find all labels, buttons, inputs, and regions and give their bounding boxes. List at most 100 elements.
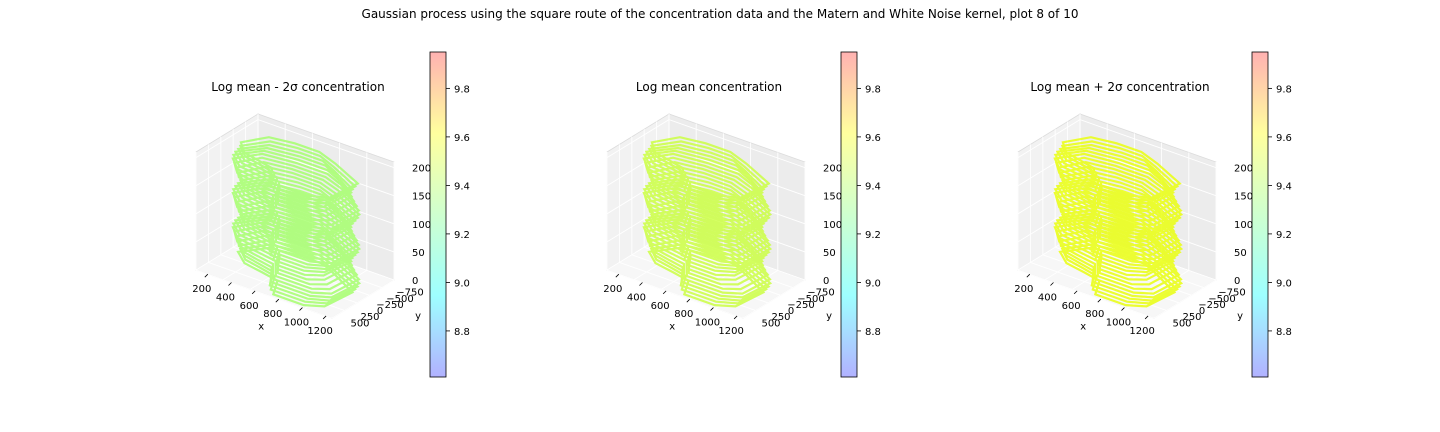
grid-line-z <box>1017 119 1217 169</box>
surface-ring <box>236 246 355 308</box>
colorbar-bar <box>840 51 858 378</box>
z-tick-label: 200 <box>1234 164 1253 175</box>
y-tick-label: 500 <box>1172 318 1191 329</box>
y-tick-label: −250 <box>376 300 403 311</box>
surface-ring <box>1053 183 1176 247</box>
surface-ring <box>236 178 355 239</box>
surface-ring <box>1060 208 1179 271</box>
x-tick-label: 1000 <box>284 318 309 329</box>
surface-ring <box>231 218 354 281</box>
surface-ring <box>1053 152 1178 217</box>
colorbar-tick-label: 9.6 <box>454 133 470 144</box>
surface-ring <box>642 149 765 213</box>
y-tick-label: −500 <box>1208 294 1235 305</box>
surface-ring <box>642 183 765 247</box>
surface-ring <box>235 195 361 261</box>
y-tick-label: 0 <box>788 306 794 317</box>
colorbar-bar <box>1251 51 1269 378</box>
surface-ring <box>647 212 766 274</box>
colorbar-tick-label: 9.2 <box>1276 230 1292 241</box>
surface-ring <box>644 215 764 277</box>
surface-ring <box>642 187 767 252</box>
y-tick-label: 500 <box>761 318 780 329</box>
x-tick-mark <box>686 298 691 303</box>
surface-ring <box>233 215 353 277</box>
colorbar-tick-label: 9.6 <box>1276 133 1292 144</box>
x-tick-label: 1000 <box>1106 318 1131 329</box>
surface-ring <box>1060 200 1184 265</box>
surface-ring <box>1060 174 1180 236</box>
y-tick-label: −750 <box>1218 288 1245 299</box>
x-tick-label: 1200 <box>718 326 743 337</box>
surface-ring <box>1055 146 1175 209</box>
data-surface <box>1053 136 1184 308</box>
colorbar: 8.8 9.0 9.2 9.4 9.6 9.8 <box>1251 51 1292 378</box>
y-tick-label: 0 <box>1199 306 1205 317</box>
y-tick-label: 500 <box>350 318 369 329</box>
x-tick-label: 600 <box>1062 301 1081 312</box>
colorbar-tick-label: 9.6 <box>865 133 881 144</box>
surface-ring <box>1054 190 1181 256</box>
surface-ring <box>1053 218 1176 281</box>
subplot-title: Log mean concentration <box>636 80 782 94</box>
surface-ring <box>649 234 773 299</box>
subplot-3: Log mean + 2σ concentration2004006008001… <box>1014 51 1292 378</box>
z-tick-label: 150 <box>823 192 842 203</box>
surface-ring <box>1053 187 1178 252</box>
surface-ring <box>238 174 358 236</box>
z-tick-label: 150 <box>412 192 431 203</box>
colorbar-tick-label: 9.2 <box>865 230 881 241</box>
z-tick-label: 100 <box>1234 220 1253 231</box>
z-tick-label: 50 <box>823 248 836 259</box>
x-tick-mark <box>733 315 738 320</box>
surface-ring <box>1060 165 1184 230</box>
colorbar-tick-label: 8.8 <box>865 327 881 338</box>
surface-ring <box>1057 195 1183 261</box>
colorbar: 8.8 9.0 9.2 9.4 9.6 9.8 <box>429 51 470 378</box>
z-tick-label: 0 <box>1234 276 1240 287</box>
surface-ring <box>239 239 360 302</box>
x-tick-mark <box>639 282 643 286</box>
surface-ring <box>238 140 358 202</box>
data-surface <box>231 136 362 308</box>
colorbar-tick-label: 9.8 <box>1276 84 1292 95</box>
colorbar-tick-label: 8.8 <box>454 327 470 338</box>
x-tick-label: 200 <box>192 284 211 295</box>
colorbar-tick-label: 9.4 <box>454 181 470 192</box>
colorbar-tick-label: 8.8 <box>1276 327 1292 338</box>
surface-ring <box>1053 149 1176 213</box>
surface-ring <box>644 225 770 291</box>
x-tick-label: 400 <box>627 293 646 304</box>
x-tick-mark <box>1050 282 1054 286</box>
x-tick-label: 1000 <box>695 318 720 329</box>
x-tick-label: 200 <box>1014 284 1033 295</box>
surface-ring <box>646 160 772 227</box>
x-tick-mark <box>251 290 256 295</box>
y-axis-label: y <box>826 311 832 322</box>
colorbar-tick-label: 9.2 <box>454 230 470 241</box>
surface-ring <box>1054 156 1181 222</box>
surface-ring <box>238 165 362 230</box>
x-tick-label: 800 <box>1085 309 1104 320</box>
surface-ring <box>238 234 362 299</box>
surface-ring <box>1057 229 1183 295</box>
surface-ring <box>1058 212 1177 274</box>
x-tick-label: 1200 <box>307 326 332 337</box>
x-tick-mark <box>275 298 280 303</box>
x-tick-mark <box>204 273 209 278</box>
y-tick-label: −500 <box>386 294 413 305</box>
x-axis-label: x <box>1080 322 1086 333</box>
surface-ring <box>231 187 356 252</box>
x-tick-mark <box>322 315 327 320</box>
surface-ring <box>239 204 360 268</box>
surface-ring <box>644 146 764 209</box>
surface-ring <box>1061 136 1182 199</box>
subplot-title: Log mean + 2σ concentration <box>1030 80 1209 94</box>
data-surface <box>642 136 773 308</box>
colorbar-tick-label: 9.0 <box>1276 278 1292 289</box>
colorbar: 8.8 9.0 9.2 9.4 9.6 9.8 <box>840 51 881 378</box>
y-tick-label: −750 <box>396 288 423 299</box>
surface-ring <box>1061 170 1182 234</box>
y-tick-label: −500 <box>797 294 824 305</box>
